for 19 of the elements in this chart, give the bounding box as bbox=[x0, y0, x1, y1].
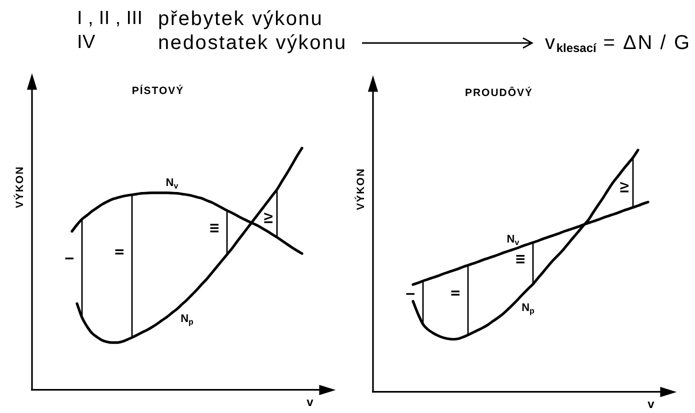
chart-title: PROUDÔVÝ bbox=[464, 87, 534, 99]
annotation: I bbox=[403, 292, 418, 296]
annotation: II bbox=[112, 248, 126, 256]
text: I , II , III bbox=[77, 7, 144, 31]
text: IV bbox=[77, 31, 96, 55]
chart-title: PÍSTOVÝ bbox=[132, 85, 184, 97]
annotation: IV bbox=[617, 182, 632, 194]
y-axis-title: VÝKON bbox=[14, 166, 26, 208]
annotation: IV bbox=[261, 212, 276, 224]
annotation: II bbox=[448, 290, 462, 296]
text: v$_{klesací}$ = ΔN / G bbox=[545, 31, 691, 55]
text: přebytek výkonu bbox=[158, 7, 324, 31]
annotation: III bbox=[207, 223, 222, 234]
text: nedostatek výkonu bbox=[158, 31, 348, 55]
annotation: III bbox=[513, 254, 528, 264]
x-axis-title: v bbox=[306, 395, 314, 409]
annotation: I bbox=[62, 256, 76, 260]
x-axis-title: v bbox=[648, 397, 654, 411]
y-axis-title: VÝKON bbox=[354, 168, 367, 210]
